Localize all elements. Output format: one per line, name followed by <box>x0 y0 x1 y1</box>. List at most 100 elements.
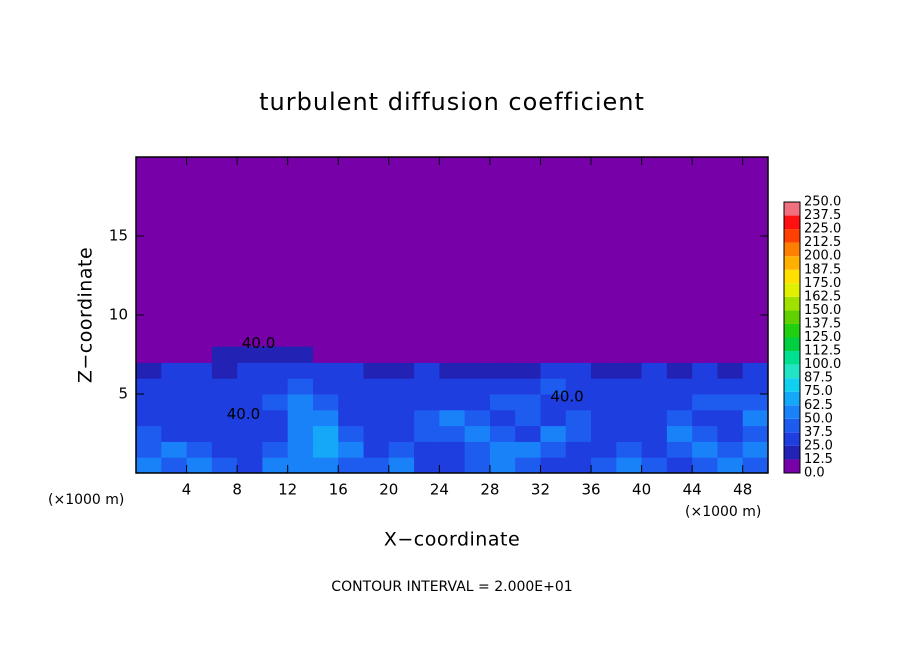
field-cell <box>388 409 415 427</box>
field-cell <box>414 409 440 427</box>
colorbar-swatch <box>784 229 800 243</box>
x-tick-label: 8 <box>232 481 242 499</box>
field-cell <box>388 362 415 379</box>
colorbar-label: 187.5 <box>804 262 841 277</box>
colorbar-label: 50.0 <box>804 411 833 426</box>
field-cell <box>262 346 289 363</box>
field-cell <box>312 362 339 379</box>
x-tick-label: 12 <box>278 481 297 499</box>
field-cell <box>136 441 162 458</box>
field-cell <box>591 441 617 458</box>
field-cell <box>414 346 440 363</box>
field-cell <box>565 441 592 458</box>
field-cell <box>616 409 643 427</box>
field-cell <box>439 457 466 474</box>
field-cell <box>616 441 643 458</box>
field-cell <box>616 425 643 442</box>
field-cell <box>742 457 769 474</box>
field-cell <box>717 362 744 379</box>
colorbar-swatch <box>784 256 800 270</box>
field-cell <box>161 362 188 379</box>
field-cell <box>136 457 162 474</box>
field-cell <box>161 425 188 442</box>
field-cell <box>464 441 491 458</box>
field-cell <box>666 346 693 363</box>
field-cell <box>439 425 466 442</box>
colorbar-swatch <box>784 391 800 406</box>
colorbar-swatch <box>784 202 800 216</box>
x-unit-left: (×1000 m) <box>48 492 124 508</box>
field-cell <box>616 378 643 395</box>
field-cell <box>464 409 491 427</box>
field-cell <box>439 441 466 458</box>
field-cell <box>262 457 289 474</box>
field-cell <box>591 457 617 474</box>
field-cell <box>186 457 213 474</box>
field-cell <box>439 409 466 427</box>
field-cell <box>136 346 162 363</box>
field-cell <box>540 394 567 411</box>
field-cell <box>136 378 162 395</box>
colorbar-label: 162.5 <box>804 289 841 304</box>
field-cell <box>186 362 213 379</box>
field-cell <box>262 409 289 427</box>
field-cell <box>363 362 390 379</box>
field-cell <box>742 425 769 442</box>
field-cell <box>489 346 516 363</box>
colorbar-label: 25.0 <box>804 438 833 453</box>
field-cell <box>666 409 693 427</box>
field-cell <box>666 378 693 395</box>
field-cell <box>161 378 188 395</box>
field-cell <box>312 409 339 427</box>
field-cell <box>287 425 314 442</box>
field-cell <box>414 378 440 395</box>
field-cell <box>262 441 289 458</box>
field-cell <box>515 378 541 395</box>
field-cell <box>666 441 693 458</box>
colorbar-swatch <box>784 269 800 284</box>
colorbar-label: 250.0 <box>804 195 841 210</box>
field-cell <box>742 362 769 379</box>
field-cell <box>464 394 491 411</box>
field-cell <box>464 378 491 395</box>
field-cell <box>237 362 263 379</box>
field-cell <box>161 441 188 458</box>
field-cell <box>237 378 263 395</box>
field-cell <box>211 441 238 458</box>
field-cell <box>237 425 263 442</box>
field-cell <box>338 394 365 411</box>
field-cell <box>363 441 390 458</box>
field-cell <box>414 441 440 458</box>
field-cell <box>287 457 314 474</box>
x-tick-label: 24 <box>430 481 449 499</box>
field-cell <box>262 425 289 442</box>
colorbar-label: 200.0 <box>804 249 841 264</box>
field-cell <box>515 457 541 474</box>
field-cell <box>136 409 162 427</box>
field-cell <box>237 457 263 474</box>
footer: CONTOUR INTERVAL = 2.000E+01 <box>331 579 572 595</box>
colorbar-swatch <box>784 418 800 433</box>
x-tick-label: 4 <box>182 481 192 499</box>
colorbar-swatch <box>784 378 800 392</box>
field-cell <box>237 346 263 363</box>
field-cell <box>388 346 415 363</box>
field-cell <box>338 457 365 474</box>
colorbar-label: 37.5 <box>804 425 833 440</box>
field-cell <box>616 394 643 411</box>
field-cell <box>186 346 213 363</box>
x-tick-label: 40 <box>632 481 651 499</box>
field-cell <box>211 394 238 411</box>
field-cell <box>414 425 440 442</box>
field-cell <box>565 362 592 379</box>
field-cell <box>363 409 390 427</box>
field-cell <box>692 457 718 474</box>
field-cell <box>515 425 541 442</box>
field-cell <box>742 409 769 427</box>
colorbar-label: 175.0 <box>804 276 841 291</box>
field-cell <box>287 441 314 458</box>
field-cell <box>287 378 314 395</box>
field-cell <box>489 425 516 442</box>
field-cell <box>287 409 314 427</box>
field-cell <box>641 425 668 442</box>
